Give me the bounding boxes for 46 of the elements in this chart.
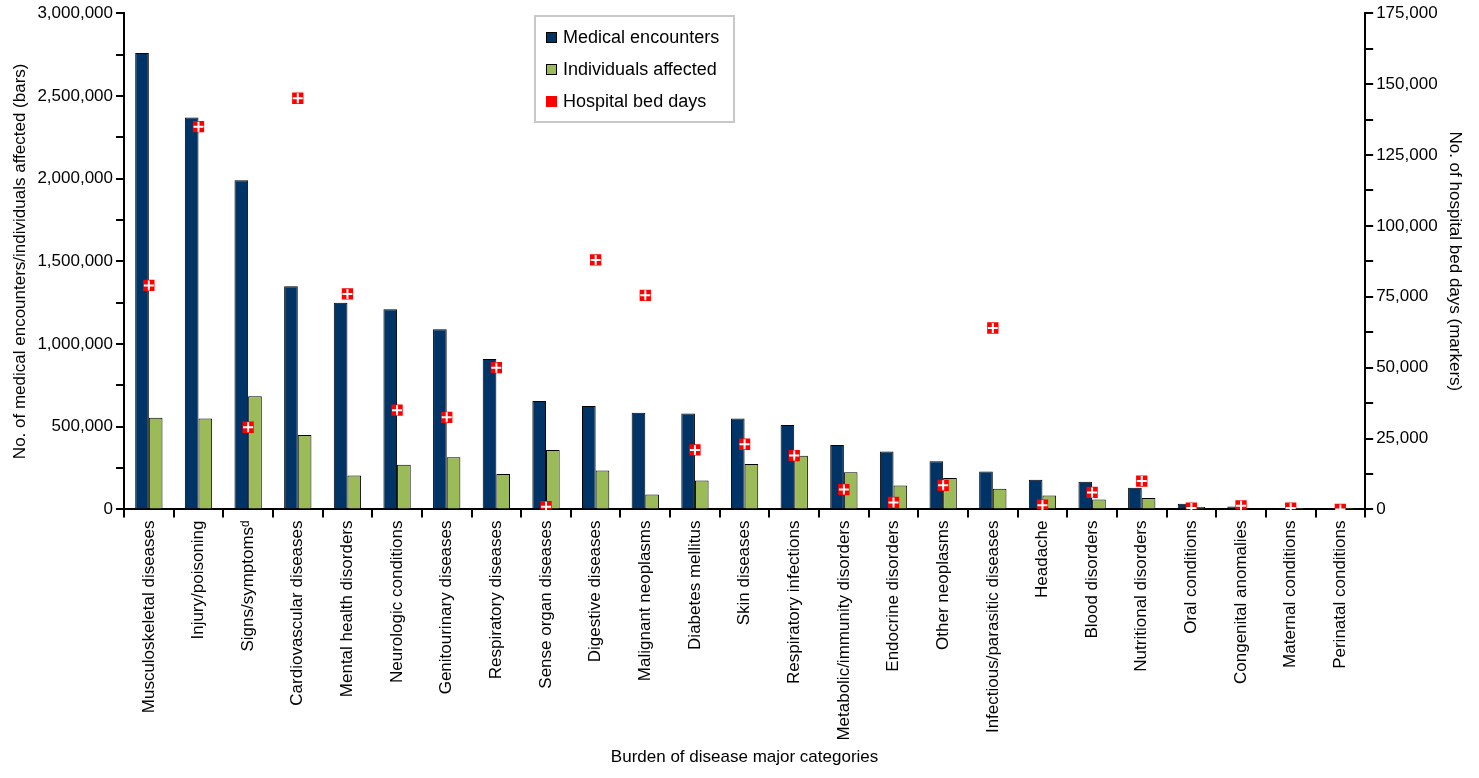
x-axis-title: Burden of disease major categories	[610, 747, 879, 767]
x-tick-label: Metabolic/immunity disorders	[833, 520, 853, 741]
y2-tick-label: 125,000	[1376, 144, 1438, 164]
x-tick-label: Respiratory infections	[783, 520, 803, 684]
x-tick-label: Cardiovascular diseases	[287, 520, 307, 706]
x-tick-label: Musculoskeletal diseases	[138, 520, 158, 714]
x-tick-label: Neurologic conditions	[386, 520, 406, 684]
x-tick-label: Diabetes mellitus	[684, 520, 704, 650]
y-axis-title: No. of medical encounters/individuals affected (bars)	[9, 63, 29, 460]
y-tick-label: 1,500,000	[37, 251, 114, 271]
x-tick-label: Infectious/parasitic diseases	[982, 520, 1002, 734]
x-tick-label: Injury/poisoning	[188, 520, 208, 640]
x-tick-label: Digestive diseases	[585, 520, 605, 663]
x-tick-label: Genitourinary diseases	[436, 520, 456, 695]
legend-label: Hospital bed days	[563, 90, 707, 112]
x-tick-label: Other neoplasms	[932, 520, 952, 650]
x-tick-label: Nutritional disorders	[1131, 520, 1151, 672]
x-tick-label: Mental health disorders	[337, 520, 357, 698]
x-tick-label: Blood disorders	[1081, 520, 1101, 639]
x-tick-label: Signs/symptomsᵈ	[237, 520, 257, 652]
x-tick-label: Oral conditions	[1181, 520, 1201, 634]
x-tick-label: Headache	[1032, 520, 1052, 598]
x-tick-label: Sense organ diseases	[535, 520, 555, 689]
y2-axis-title: No. of hospital bed days (markers)	[1446, 131, 1466, 392]
x-tick-label: Maternal conditions	[1280, 520, 1300, 668]
x-tick-label: Malignant neoplasms	[634, 520, 654, 682]
legend-label: Individuals affected	[563, 58, 717, 80]
y-tick-label: 3,000,000	[37, 2, 114, 22]
x-tick-label: Respiratory diseases	[486, 520, 506, 680]
y-tick-label: 1,000,000	[37, 333, 114, 353]
y2-tick-label: 150,000	[1376, 73, 1438, 93]
x-tick-label: Perinatal conditions	[1330, 520, 1350, 669]
y2-tick-label: 50,000	[1376, 357, 1429, 377]
y2-tick-label: 75,000	[1376, 286, 1429, 306]
y-tick-label: 2,000,000	[37, 168, 114, 188]
x-tick-label: Congenital anomalies	[1230, 520, 1250, 684]
y2-tick-label: 25,000	[1376, 428, 1429, 448]
y2-tick-label: 0	[1376, 499, 1386, 519]
y2-tick-label: 175,000	[1376, 2, 1438, 22]
y-tick-label: 0	[103, 499, 114, 519]
y-tick-label: 2,500,000	[37, 85, 114, 105]
x-tick-label: Endocrine disorders	[883, 520, 903, 672]
legend-label: Medical encounters	[563, 26, 720, 48]
x-tick-label: Skin diseases	[734, 520, 754, 626]
y-tick-label: 500,000	[51, 416, 114, 436]
y2-tick-label: 100,000	[1376, 215, 1438, 235]
